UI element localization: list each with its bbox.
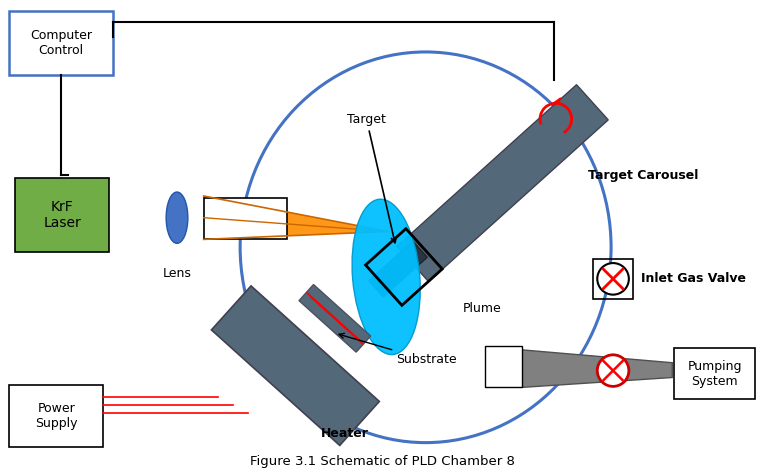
Circle shape xyxy=(598,355,629,387)
Polygon shape xyxy=(204,196,388,239)
Polygon shape xyxy=(523,350,672,388)
Text: Substrate: Substrate xyxy=(339,333,457,366)
Text: Lens: Lens xyxy=(163,267,191,280)
Text: KrF
Laser: KrF Laser xyxy=(43,200,81,230)
Bar xyxy=(674,348,755,399)
Text: Plume: Plume xyxy=(463,302,502,315)
Text: Heater: Heater xyxy=(321,427,369,440)
Polygon shape xyxy=(369,241,427,297)
Bar xyxy=(9,386,103,447)
Text: Power
Supply: Power Supply xyxy=(35,402,77,430)
Ellipse shape xyxy=(166,192,188,244)
Text: Target Carousel: Target Carousel xyxy=(588,169,699,182)
Bar xyxy=(594,259,633,299)
Text: Computer
Control: Computer Control xyxy=(30,29,92,57)
Text: Inlet Gas Valve: Inlet Gas Valve xyxy=(641,272,746,286)
Polygon shape xyxy=(299,285,371,352)
Bar xyxy=(204,198,287,239)
Text: Pumping
System: Pumping System xyxy=(687,360,742,388)
Text: Figure 3.1 Schematic of PLD Chamber 8: Figure 3.1 Schematic of PLD Chamber 8 xyxy=(250,455,515,468)
Bar xyxy=(485,346,523,388)
Polygon shape xyxy=(212,286,379,446)
Ellipse shape xyxy=(352,199,420,354)
Bar xyxy=(9,10,113,75)
Circle shape xyxy=(598,263,629,295)
Bar xyxy=(15,178,109,252)
Text: Target: Target xyxy=(347,112,396,243)
Polygon shape xyxy=(397,84,608,282)
